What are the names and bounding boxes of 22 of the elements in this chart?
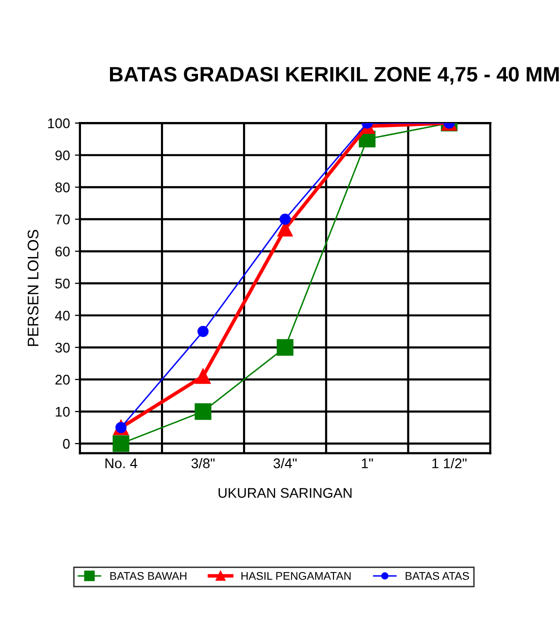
x-tick-label: 3/8": [191, 458, 215, 468]
y-tick-label: 30: [55, 342, 70, 353]
y-tick-label: 10: [56, 406, 70, 417]
x-tick-label: No. 4: [106, 458, 138, 468]
y-axis-title: PERSEN LOLOS: [28, 230, 38, 346]
y-tick-label: 40: [55, 310, 70, 321]
legend-label: HASIL PENGAMATAN: [241, 572, 351, 580]
y-tick-label: 0: [63, 438, 70, 449]
y-tick-label: 100: [48, 118, 70, 128]
y-tick-label: 60: [55, 246, 70, 256]
y-tick-label: 70: [55, 214, 70, 224]
y-tick-label: 20: [55, 374, 70, 385]
x-tick-label: 1": [362, 458, 373, 468]
x-tick-label: 3/4": [274, 458, 297, 468]
x-axis-title: UKURAN SARINGAN: [218, 488, 352, 498]
x-tick-label: 1 1/2": [432, 458, 467, 468]
chart-title: BATAS GRADASI KERIKIL ZONE 4,75 - 40 MM: [110, 66, 559, 85]
legend-label: BATAS BAWAH: [110, 572, 186, 580]
y-tick-label: 50: [55, 278, 70, 288]
y-tick-label: 90: [55, 150, 70, 160]
y-tick-label: 80: [55, 182, 70, 192]
legend-label: BATAS ATAS: [406, 572, 469, 580]
